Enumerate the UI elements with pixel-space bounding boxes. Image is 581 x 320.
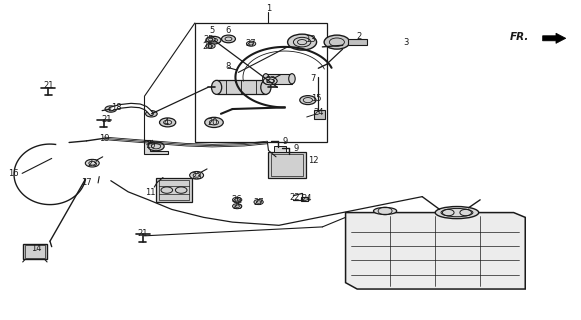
Text: 21: 21 — [101, 115, 112, 124]
Bar — [217, 80, 266, 94]
Text: 17: 17 — [81, 179, 92, 188]
Text: 19: 19 — [99, 134, 109, 143]
Text: 24: 24 — [313, 108, 324, 117]
Text: 10: 10 — [145, 141, 156, 150]
Bar — [266, 74, 292, 84]
Text: 14: 14 — [31, 244, 42, 253]
Circle shape — [254, 199, 263, 204]
Ellipse shape — [435, 206, 479, 219]
Bar — [266, 74, 292, 84]
Text: 8: 8 — [226, 62, 231, 71]
Text: 22: 22 — [290, 193, 300, 202]
Text: 11: 11 — [145, 188, 156, 197]
Circle shape — [232, 204, 242, 209]
Circle shape — [288, 34, 317, 50]
Bar — [217, 80, 266, 94]
Text: 23: 23 — [191, 172, 202, 181]
Bar — [314, 110, 325, 119]
Text: 9: 9 — [282, 137, 288, 146]
Ellipse shape — [211, 80, 222, 94]
Circle shape — [246, 41, 256, 46]
Text: 21: 21 — [138, 229, 148, 238]
Text: 2: 2 — [356, 32, 361, 41]
Bar — [159, 180, 189, 200]
Text: 23: 23 — [265, 76, 275, 85]
Ellipse shape — [261, 80, 271, 94]
Circle shape — [324, 35, 350, 49]
Polygon shape — [543, 33, 566, 44]
Text: 27: 27 — [253, 197, 264, 206]
Text: 25: 25 — [232, 202, 242, 211]
Text: FR.: FR. — [510, 32, 529, 42]
Bar — [25, 245, 45, 258]
Text: 9: 9 — [293, 144, 299, 153]
Text: 3: 3 — [404, 38, 409, 47]
Circle shape — [300, 96, 316, 105]
Bar — [156, 178, 192, 202]
Text: 13: 13 — [306, 35, 316, 44]
Circle shape — [206, 37, 215, 42]
Circle shape — [207, 36, 221, 44]
Circle shape — [105, 106, 117, 112]
Circle shape — [146, 111, 157, 117]
Text: 23: 23 — [87, 159, 98, 168]
Text: 18: 18 — [112, 103, 122, 112]
Text: 21: 21 — [43, 81, 53, 90]
Circle shape — [206, 44, 215, 49]
Text: 26: 26 — [203, 42, 213, 52]
Polygon shape — [145, 140, 168, 154]
Text: 16: 16 — [8, 169, 19, 178]
Bar — [268, 152, 306, 178]
Circle shape — [160, 118, 175, 127]
Text: 1: 1 — [266, 4, 271, 13]
Polygon shape — [274, 146, 286, 152]
Text: 5: 5 — [210, 26, 215, 35]
Text: 4: 4 — [163, 118, 168, 127]
Text: 6: 6 — [226, 26, 231, 35]
Text: 25: 25 — [203, 35, 213, 44]
Circle shape — [148, 142, 164, 151]
Bar — [349, 39, 367, 45]
Text: 26: 26 — [232, 195, 242, 204]
Bar — [195, 23, 327, 142]
Bar — [23, 244, 47, 260]
Polygon shape — [301, 197, 308, 201]
Circle shape — [232, 197, 242, 202]
Ellipse shape — [374, 207, 397, 214]
Text: 15: 15 — [311, 94, 322, 103]
Text: 7: 7 — [310, 74, 315, 83]
Polygon shape — [346, 212, 525, 289]
Circle shape — [205, 117, 223, 127]
Ellipse shape — [263, 74, 269, 84]
Circle shape — [85, 159, 99, 167]
Bar — [271, 154, 303, 176]
Text: 20: 20 — [207, 118, 217, 127]
Circle shape — [189, 172, 203, 179]
Text: 27: 27 — [246, 39, 256, 48]
Text: 24: 24 — [302, 194, 312, 204]
Circle shape — [221, 35, 235, 43]
Ellipse shape — [289, 74, 295, 84]
Text: 12: 12 — [309, 156, 319, 165]
Circle shape — [263, 77, 277, 85]
